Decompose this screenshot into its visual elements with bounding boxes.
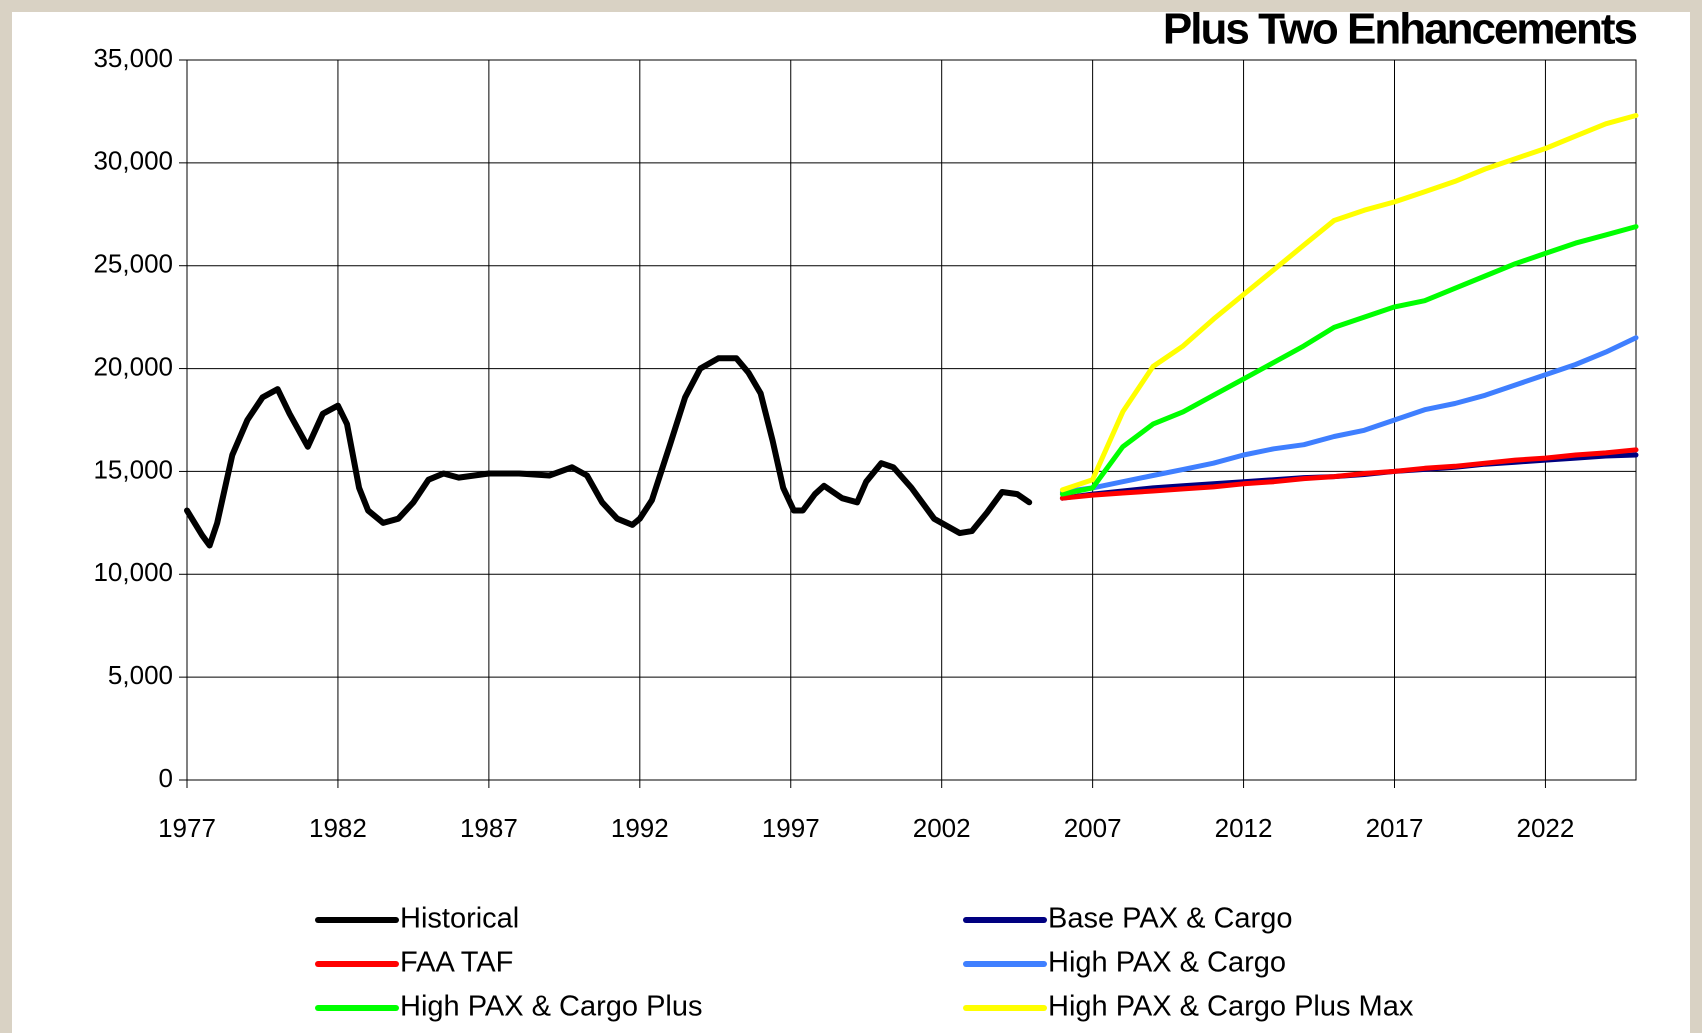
x-tick-label: 1997 — [762, 813, 820, 843]
x-tick-label: 1982 — [309, 813, 367, 843]
y-tick-label: 20,000 — [93, 351, 173, 381]
x-tick-label: 2002 — [913, 813, 971, 843]
x-tick-label: 2007 — [1064, 813, 1122, 843]
x-tick-label: 2012 — [1215, 813, 1273, 843]
x-tick-label: 1992 — [611, 813, 669, 843]
panel — [12, 12, 1690, 1033]
legend-label: High PAX & Cargo — [1048, 947, 1286, 979]
y-tick-label: 0 — [159, 763, 173, 793]
y-tick-label: 5,000 — [108, 660, 173, 690]
series-line — [184, 355, 1033, 549]
x-tick-label: 1987 — [460, 813, 518, 843]
x-tick-label: 2017 — [1366, 813, 1424, 843]
x-tick-label: 1977 — [158, 813, 216, 843]
series-line — [1059, 113, 1639, 493]
y-tick-label: 25,000 — [93, 249, 173, 279]
y-tick-label: 10,000 — [93, 557, 173, 587]
y-tick-label: 35,000 — [93, 43, 173, 73]
legend-label: High PAX & Cargo Plus Max — [1048, 991, 1414, 1023]
legend-label: FAA TAF — [400, 947, 513, 979]
series-line — [1059, 447, 1639, 501]
series-line — [1059, 224, 1639, 497]
series-line — [1059, 335, 1639, 495]
legend-label: High PAX & Cargo Plus — [400, 991, 703, 1023]
legend-label: Historical — [400, 903, 519, 935]
plot-frame — [186, 59, 1637, 781]
x-tick-label: 2022 — [1517, 813, 1575, 843]
y-tick-label: 30,000 — [93, 146, 173, 176]
chart-title: Plus Two Enhancements — [1163, 5, 1637, 54]
y-tick-label: 15,000 — [93, 454, 173, 484]
legend-label: Base PAX & Cargo — [1048, 903, 1292, 935]
